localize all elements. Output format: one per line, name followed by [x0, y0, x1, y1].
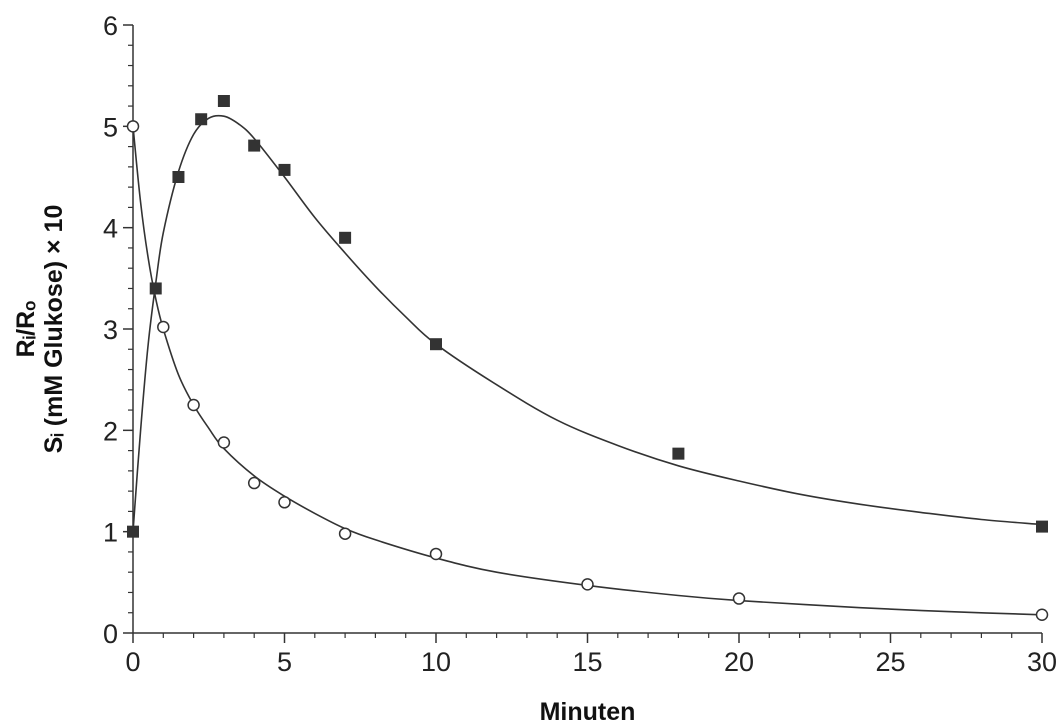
- circle-point: [1035, 608, 1049, 622]
- y-axis-title-line-2: Sᵢ (mM Glukose) × 10: [40, 205, 68, 454]
- x-tick-label: 10: [421, 647, 451, 677]
- x-tick-label: 0: [125, 647, 140, 677]
- y-tick-label: 2: [103, 416, 118, 446]
- square-point: [217, 95, 230, 107]
- circle-point: [217, 436, 231, 449]
- circle-point: [338, 527, 352, 540]
- circle-point: [278, 496, 291, 509]
- x-axis-title: Minuten: [540, 698, 636, 726]
- square-point: [172, 171, 185, 183]
- data-markers: [126, 95, 1049, 622]
- circle-point: [126, 120, 140, 133]
- fit-curves: [132, 114, 1043, 616]
- fit-curve-open-circle: [132, 126, 1043, 616]
- y-tick-label: 0: [103, 619, 118, 649]
- y-tick-label: 5: [103, 112, 118, 142]
- square-point: [127, 525, 139, 538]
- circle-point: [732, 592, 746, 605]
- square-point: [248, 139, 261, 152]
- square-point: [339, 231, 352, 244]
- square-point: [1036, 520, 1048, 533]
- fit-curve-filled-square: [132, 114, 1043, 532]
- square-point: [149, 282, 162, 295]
- square-point: [278, 163, 291, 176]
- x-tick-label: 5: [277, 647, 292, 677]
- y-axis-title-line-1: Rᵢ/Rₒ: [12, 301, 40, 358]
- circle-point: [581, 578, 594, 591]
- y-tick-label: 1: [103, 518, 118, 548]
- circle-point: [429, 547, 443, 561]
- axes: 0 1 2 3 4 5 6 0 5 10 15 20 25 30: [103, 11, 1057, 677]
- y-axis-title: Rᵢ/Rₒ Sᵢ (mM Glukose) × 10: [12, 205, 68, 454]
- x-tick-label: 15: [572, 647, 602, 677]
- circle-point: [157, 320, 170, 334]
- y-tick-label: 3: [103, 315, 118, 345]
- x-ticks: 0 5 10 15 20 25 30: [125, 633, 1057, 677]
- x-tick-label: 20: [724, 647, 754, 677]
- y-tick-label: 4: [103, 214, 118, 244]
- circle-point: [247, 476, 261, 490]
- y-ticks: 0 1 2 3 4 5 6: [103, 11, 133, 649]
- y-tick-label: 6: [103, 11, 118, 41]
- x-tick-label: 30: [1027, 647, 1057, 677]
- square-point: [430, 338, 442, 351]
- square-point: [672, 447, 685, 460]
- square-point: [195, 113, 208, 126]
- x-tick-label: 25: [875, 647, 905, 677]
- circle-point: [187, 398, 200, 412]
